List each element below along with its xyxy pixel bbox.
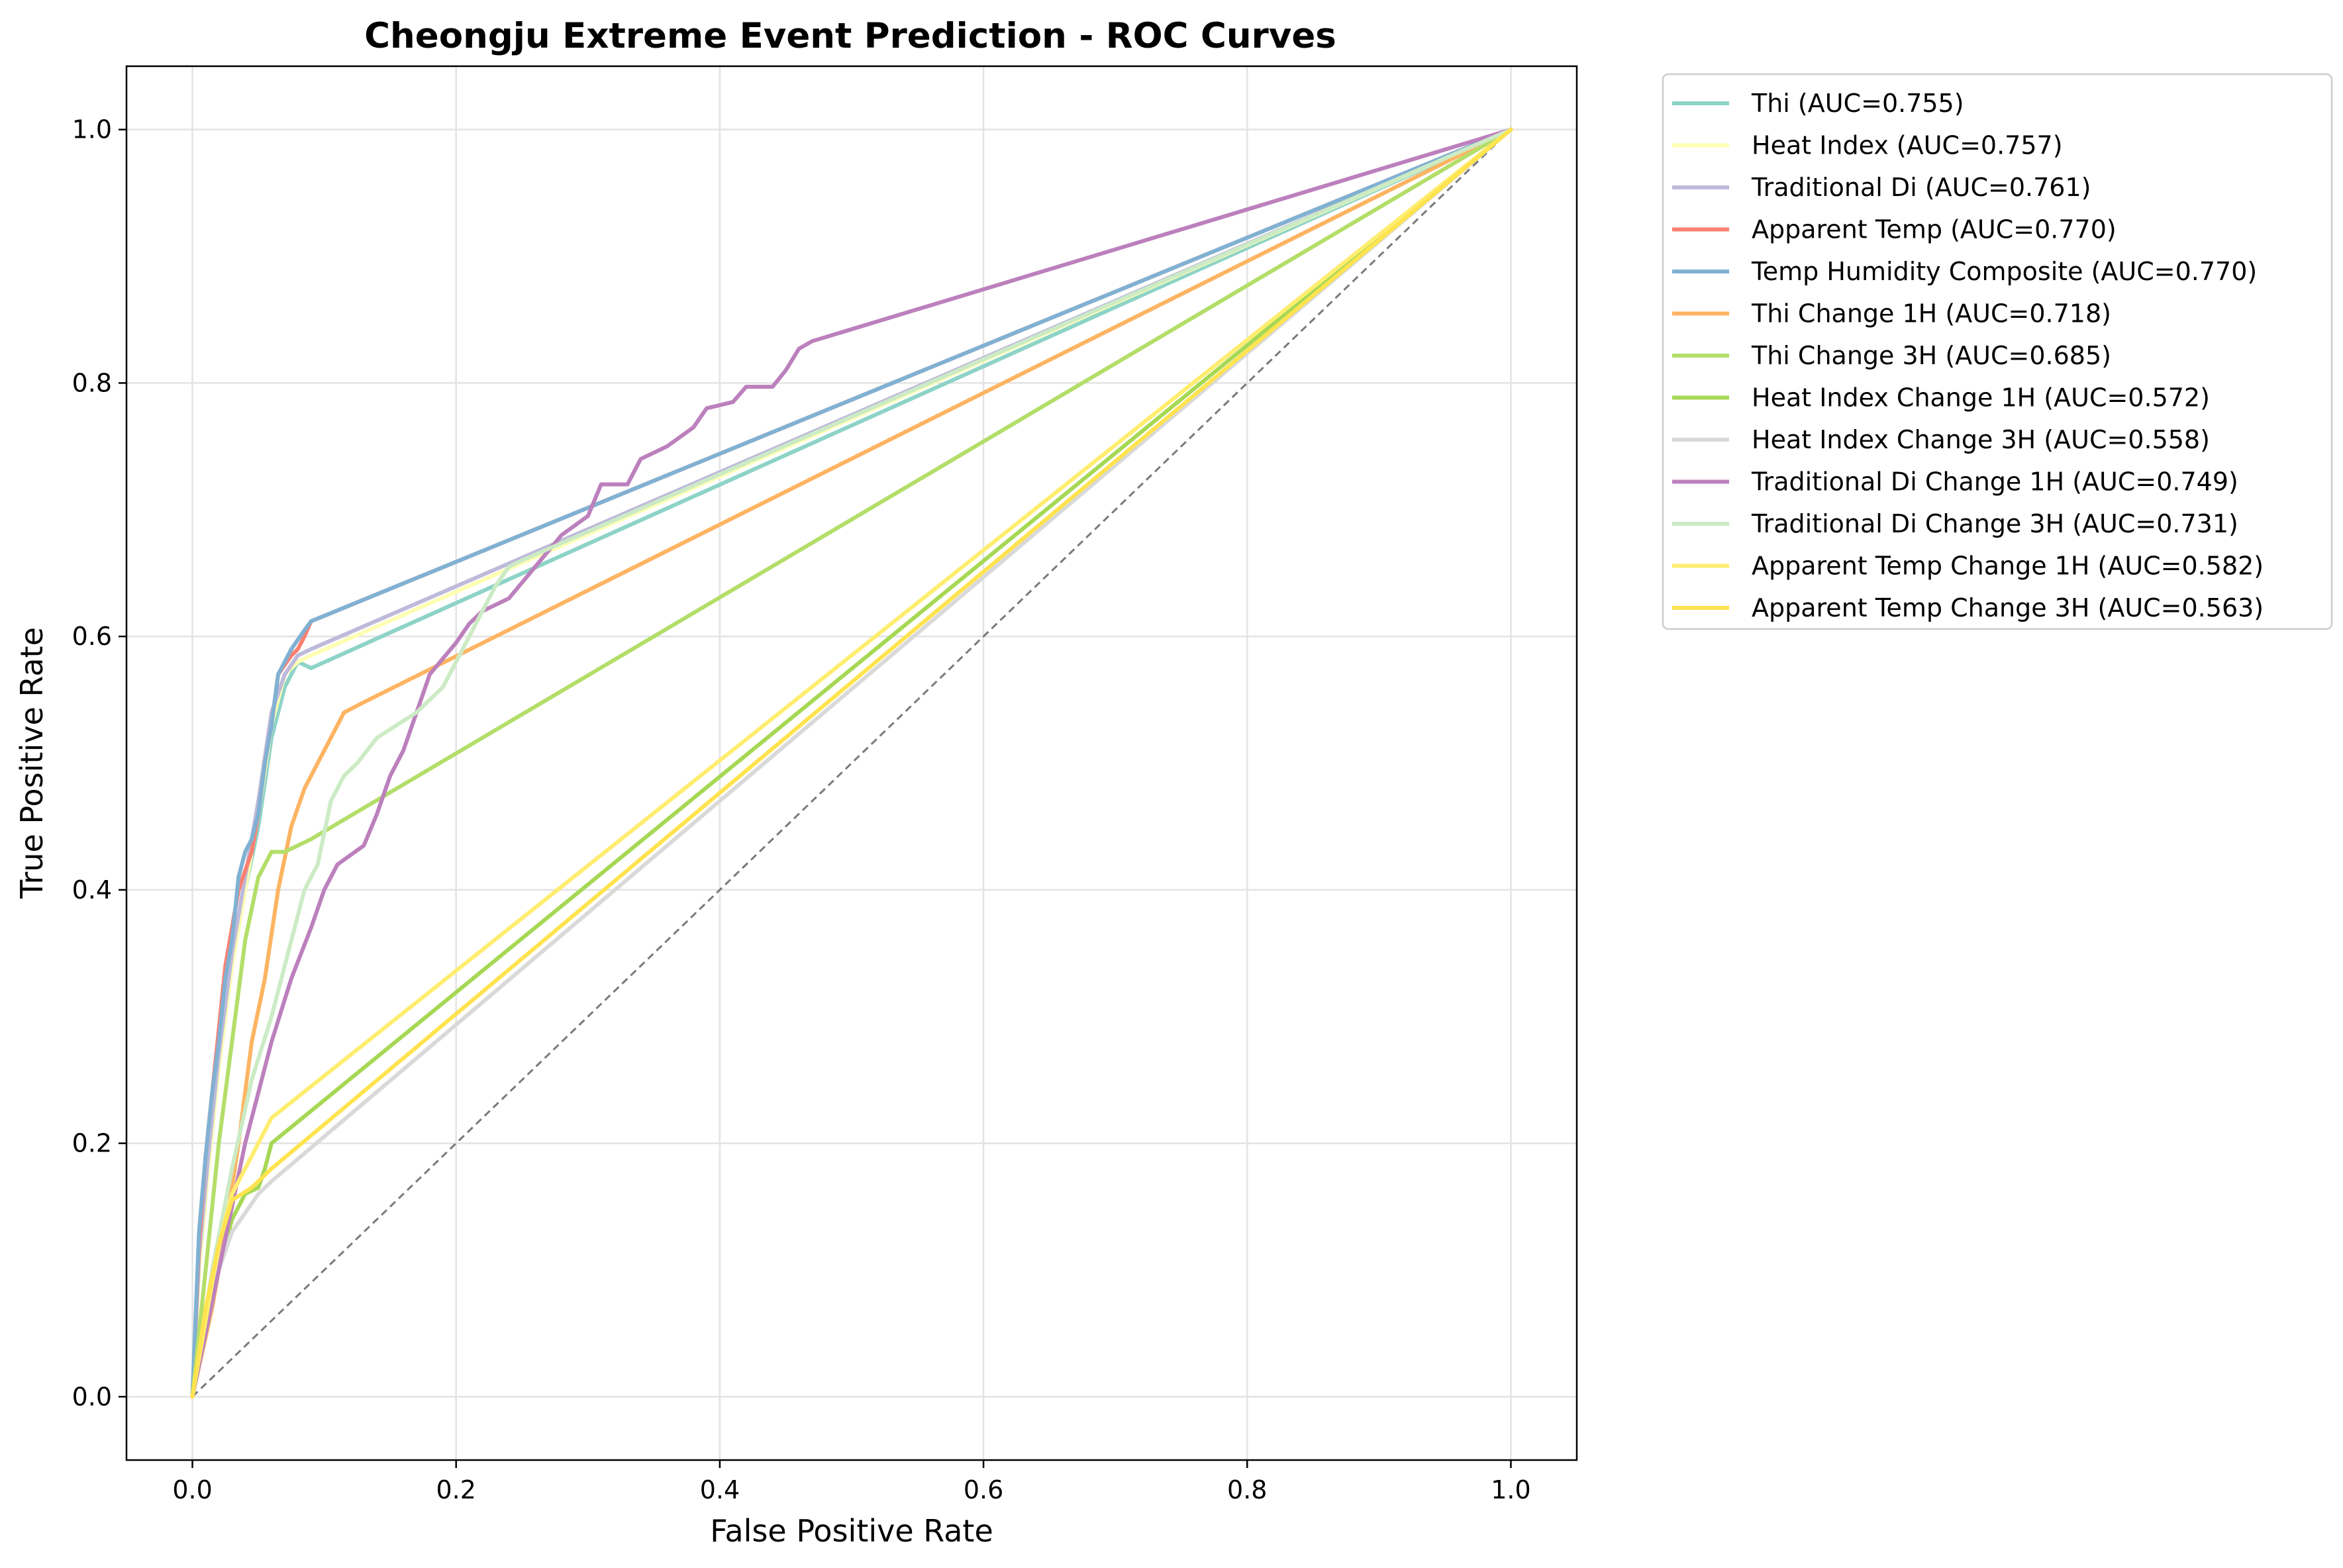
legend-label: Thi Change 1H (AUC=0.718)	[1751, 299, 2111, 328]
legend-label: Heat Index (AUC=0.757)	[1752, 131, 2063, 160]
legend-label: Thi Change 3H (AUC=0.685)	[1751, 341, 2111, 370]
legend-label: Heat Index Change 3H (AUC=0.558)	[1752, 425, 2210, 454]
legend-items: Thi (AUC=0.755) Heat Index (AUC=0.757) Tra…	[1672, 89, 2264, 622]
series-lines	[190, 127, 1513, 1399]
series-line-13	[190, 127, 1513, 1399]
series-line-12	[190, 127, 1513, 1399]
chance-diagonal-line	[191, 128, 1512, 1398]
y-tick-label: 0.4	[72, 875, 112, 905]
legend-label: Heat Index Change 1H (AUC=0.572)	[1752, 383, 2210, 413]
y-tick-label: 0.6	[72, 622, 112, 651]
plot-frame	[125, 65, 1578, 1461]
legend-label: Temp Humidity Composite (AUC=0.770)	[1751, 257, 2257, 286]
x-tick-label: 0.2	[436, 1475, 476, 1504]
y-tick-label: 0.0	[72, 1382, 112, 1411]
series-line-7	[190, 127, 1513, 1399]
x-tick-label: 0.6	[964, 1475, 1003, 1504]
series-line-5	[190, 127, 1513, 1399]
legend-label: Traditional Di (AUC=0.761)	[1751, 173, 2091, 202]
series-line-11	[190, 127, 1513, 1399]
legend-label: Thi (AUC=0.755)	[1751, 89, 1964, 118]
series-line-10	[190, 127, 1513, 1399]
legend-label: Traditional Di Change 3H (AUC=0.731)	[1751, 509, 2238, 538]
x-axis-ticks: 0.0 0.2 0.4 0.6 0.8 1.0	[172, 1460, 1531, 1504]
x-tick-label: 1.0	[1491, 1475, 1530, 1504]
legend-label: Traditional Di Change 1H (AUC=0.749)	[1751, 467, 2238, 497]
y-tick-label: 1.0	[72, 115, 112, 144]
y-axis-label: True Positive Rate	[14, 627, 50, 899]
chart-title: Cheongju Extreme Event Prediction - ROC …	[364, 16, 1336, 56]
y-tick-label: 0.8	[72, 368, 112, 397]
x-axis-label: False Positive Rate	[710, 1513, 993, 1549]
grid	[126, 66, 1577, 1460]
legend: Thi (AUC=0.755) Heat Index (AUC=0.757) Tra…	[1662, 73, 2333, 630]
legend-label: Apparent Temp Change 1H (AUC=0.582)	[1752, 552, 2264, 581]
y-tick-label: 0.2	[72, 1129, 112, 1158]
y-axis-ticks: 0.0 0.2 0.4 0.6 0.8 1.0	[72, 115, 126, 1411]
x-tick-label: 0.4	[700, 1475, 740, 1504]
legend-frame	[1662, 73, 2333, 630]
x-tick-label: 0.8	[1227, 1475, 1267, 1504]
chance-diagonal	[191, 128, 1512, 1398]
legend-label: Apparent Temp (AUC=0.770)	[1752, 215, 2117, 244]
x-tick-label: 0.0	[172, 1475, 212, 1504]
legend-label: Apparent Temp Change 3H (AUC=0.563)	[1752, 593, 2264, 622]
